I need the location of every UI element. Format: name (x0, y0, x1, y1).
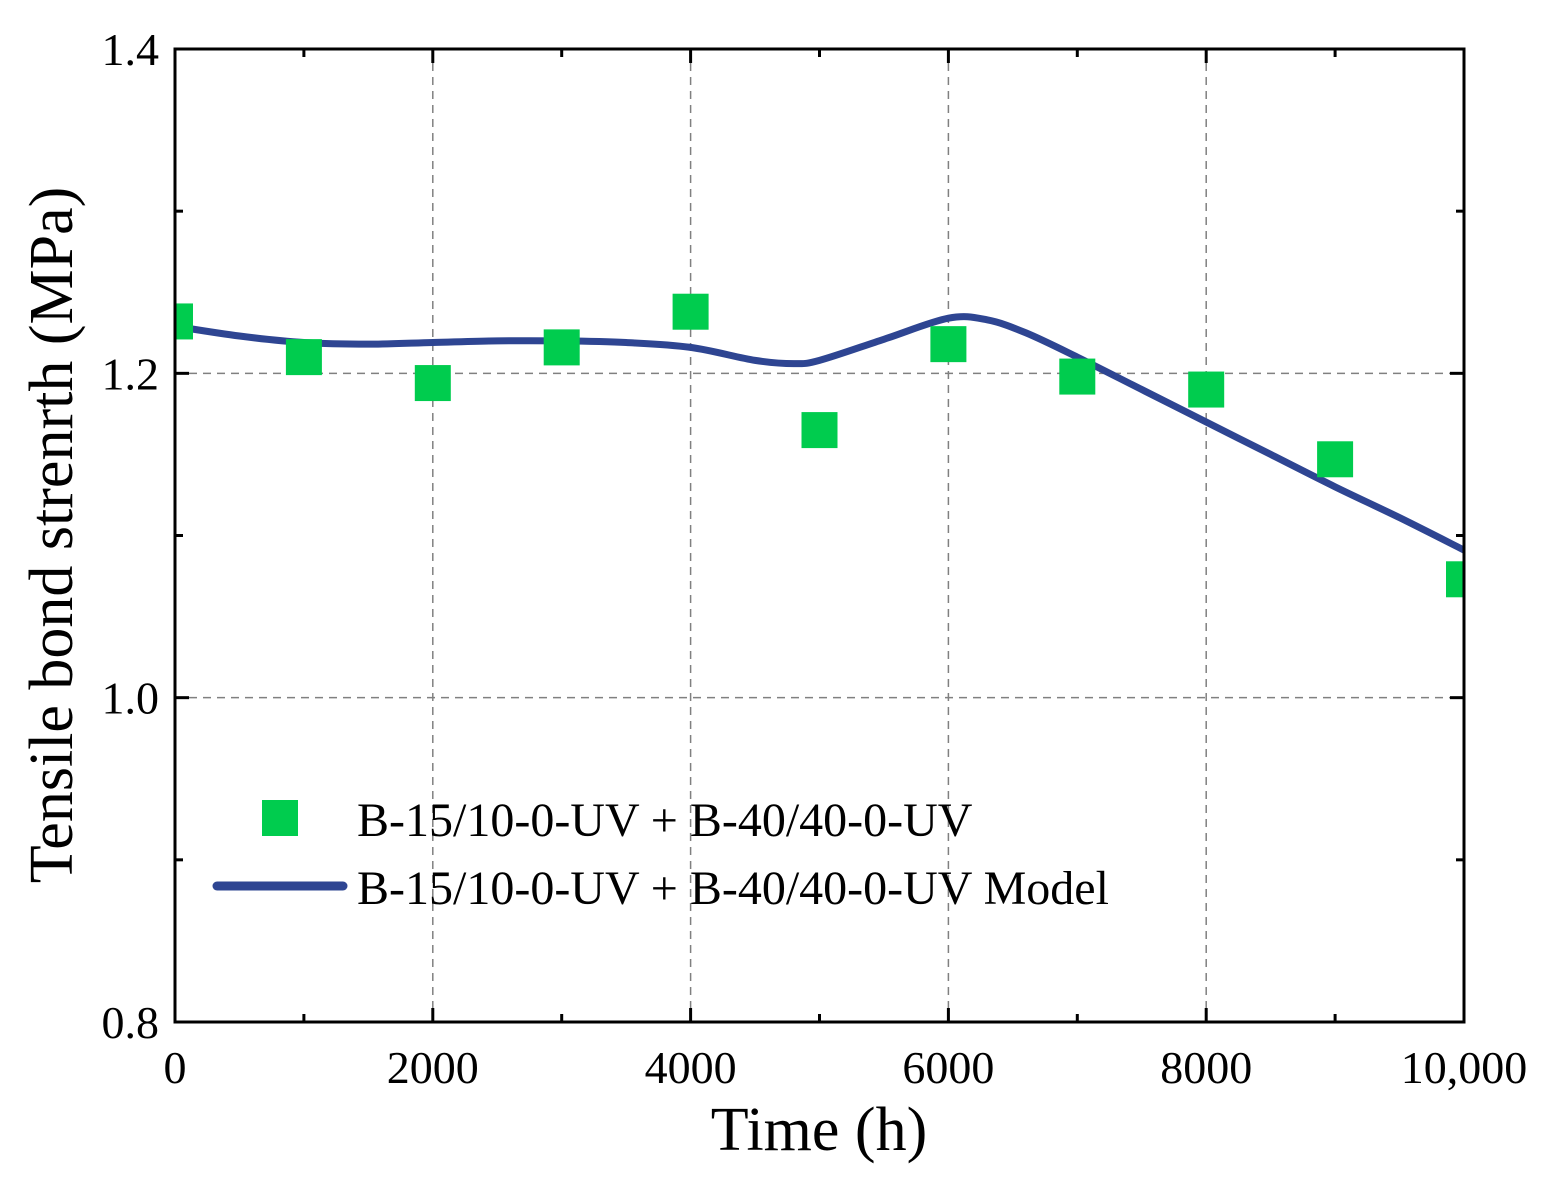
tick-layer: 0 2000 4000 6000 8000 10,000 0.8 1.0 1.2 1.4 (102, 24, 1528, 1093)
data-point (543, 329, 580, 366)
legend: B-15/10-0-UV + B-40/40-0-UV B-15/10-0-UV… (212, 794, 1109, 915)
x-tick-label: 10,000 (1401, 1042, 1528, 1093)
legend-label-scatter: B-15/10-0-UV + B-40/40-0-UV (357, 794, 973, 847)
data-point (1317, 441, 1354, 478)
data-point (285, 339, 322, 376)
point-layer (175, 293, 1464, 598)
data-point (175, 303, 193, 340)
y-tick-label: 0.8 (102, 997, 160, 1048)
data-point (801, 412, 838, 449)
x-tick-label: 6000 (902, 1042, 994, 1093)
grid-layer (175, 49, 1464, 1022)
data-point (1446, 561, 1464, 598)
data-point (930, 326, 967, 363)
y-tick-label: 1.0 (102, 673, 160, 724)
x-tick-label: 8000 (1160, 1042, 1252, 1093)
x-axis-title: Time (h) (711, 1096, 927, 1164)
legend-label-line: B-15/10-0-UV + B-40/40-0-UV Model (357, 862, 1109, 915)
x-tick-label: 4000 (645, 1042, 737, 1093)
y-tick-label: 1.4 (102, 24, 160, 75)
data-point (1188, 371, 1225, 408)
data-point (672, 293, 709, 330)
legend-marker-scatter (262, 800, 298, 836)
x-tick-label: 0 (164, 1042, 187, 1093)
y-axis-title: Tensile bond strenrth (MPa) (18, 187, 86, 883)
data-point (414, 365, 451, 402)
data-point (1059, 358, 1096, 395)
y-tick-label: 1.2 (102, 348, 160, 399)
model-line (174, 313, 1466, 554)
x-tick-label: 2000 (387, 1042, 479, 1093)
line-layer (174, 313, 1466, 554)
